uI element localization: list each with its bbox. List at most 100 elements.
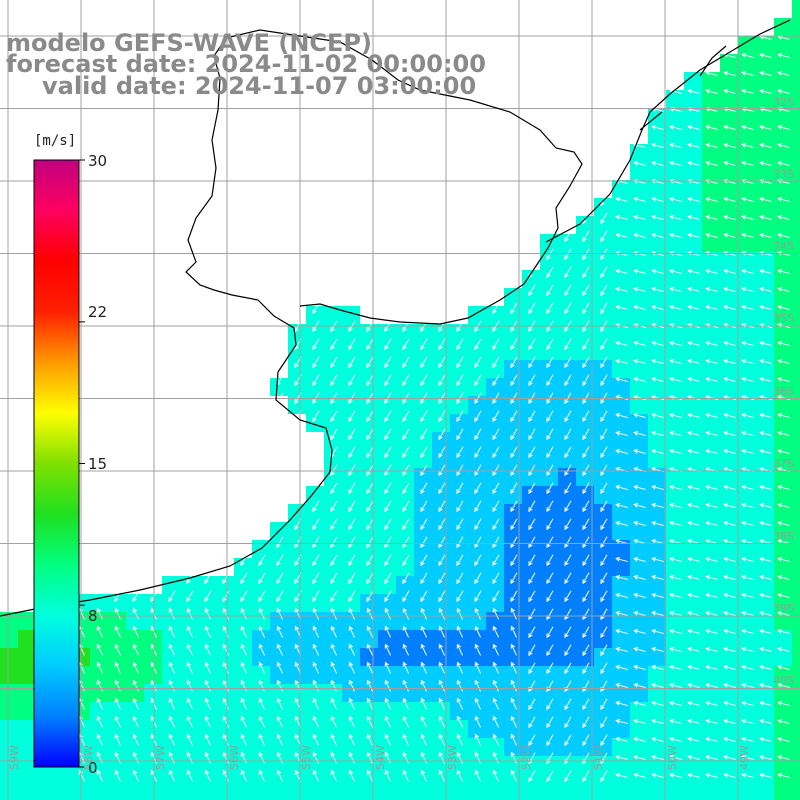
field-cell	[576, 720, 594, 738]
field-cell	[558, 666, 576, 684]
field-cell	[108, 648, 126, 666]
field-cell	[648, 558, 666, 576]
field-cell	[198, 630, 216, 648]
wind-arrow	[741, 287, 754, 293]
wind-arrow	[651, 359, 664, 365]
field-cell	[666, 378, 684, 396]
field-cell	[504, 738, 522, 756]
wind-arrow	[615, 737, 628, 743]
wind-arrow	[564, 464, 572, 477]
field-cell	[594, 450, 612, 468]
wind-arrow	[276, 607, 283, 620]
wind-arrow	[759, 161, 772, 167]
field-cell	[540, 774, 558, 792]
field-cell	[450, 378, 468, 396]
wind-arrow	[669, 647, 682, 653]
wind-arrow	[633, 341, 646, 347]
field-cell	[612, 450, 630, 468]
field-cell	[540, 792, 558, 800]
wind-arrow	[492, 410, 500, 423]
field-cell	[612, 684, 630, 702]
wind-arrow	[348, 769, 355, 782]
field-cell	[738, 108, 756, 126]
wind-arrow	[759, 719, 772, 725]
field-cell	[558, 432, 576, 450]
wind-arrow	[705, 413, 718, 419]
field-cell	[666, 612, 684, 630]
field-cell	[396, 396, 414, 414]
wind-arrow	[384, 464, 392, 477]
wind-arrow	[564, 554, 572, 567]
field-cell	[468, 522, 486, 540]
field-cell	[468, 774, 486, 792]
wind-arrow	[348, 536, 356, 549]
field-cell	[756, 432, 774, 450]
wind-arrow	[633, 521, 646, 527]
field-cell	[576, 648, 594, 666]
field-cell	[432, 450, 450, 468]
field-cell	[648, 270, 666, 288]
wind-arrow	[723, 449, 736, 455]
field-cell	[522, 486, 540, 504]
field-cell	[0, 774, 18, 792]
wind-arrow	[366, 751, 373, 764]
wind-arrow	[456, 607, 463, 620]
field-cell	[468, 738, 486, 756]
wind-arrow	[759, 611, 772, 617]
wind-arrow	[615, 341, 628, 347]
wind-arrow	[546, 284, 554, 297]
wind-arrow	[438, 590, 446, 603]
field-cell	[792, 72, 800, 90]
field-cell	[432, 486, 450, 504]
field-cell	[720, 54, 738, 72]
field-cell	[234, 558, 252, 576]
field-cell	[306, 522, 324, 540]
field-cell	[792, 90, 800, 108]
field-cell	[306, 702, 324, 720]
field-cell	[450, 720, 468, 738]
field-cell	[756, 342, 774, 360]
field-cell	[648, 432, 666, 450]
field-cell	[432, 522, 450, 540]
field-cell	[702, 216, 720, 234]
field-cell	[576, 414, 594, 432]
field-cell	[594, 198, 612, 216]
field-cell	[774, 450, 792, 468]
wind-arrow	[240, 625, 247, 638]
wind-arrow	[669, 503, 682, 509]
field-cell	[288, 360, 306, 378]
field-cell	[738, 450, 756, 468]
wind-arrow	[528, 446, 536, 459]
wind-arrow	[330, 536, 338, 549]
field-cell	[702, 774, 720, 792]
wind-arrow	[759, 359, 772, 365]
field-cell	[684, 522, 702, 540]
wind-arrow	[600, 284, 608, 297]
wind-arrow	[741, 53, 754, 59]
lon-label: 56W	[228, 745, 241, 770]
wind-arrow	[687, 611, 700, 617]
field-cell	[144, 738, 162, 756]
field-cell	[756, 738, 774, 756]
field-cell	[702, 648, 720, 666]
field-cell	[666, 342, 684, 360]
wind-arrow	[348, 733, 355, 746]
wind-arrow	[615, 485, 628, 491]
field-cell	[792, 108, 800, 126]
wind-arrow	[600, 770, 608, 783]
field-cell	[756, 468, 774, 486]
wind-arrow	[492, 572, 500, 585]
wind-arrow	[633, 161, 646, 167]
field-cell	[576, 504, 594, 522]
field-cell	[522, 576, 540, 594]
field-cell	[162, 720, 180, 738]
wind-arrow	[402, 338, 410, 351]
field-cell	[126, 792, 144, 800]
field-cell	[576, 558, 594, 576]
wind-arrow	[669, 737, 682, 743]
wind-arrow	[402, 769, 409, 782]
wind-arrow	[438, 733, 445, 746]
wind-arrow	[723, 377, 736, 383]
wind-arrow	[510, 428, 518, 441]
